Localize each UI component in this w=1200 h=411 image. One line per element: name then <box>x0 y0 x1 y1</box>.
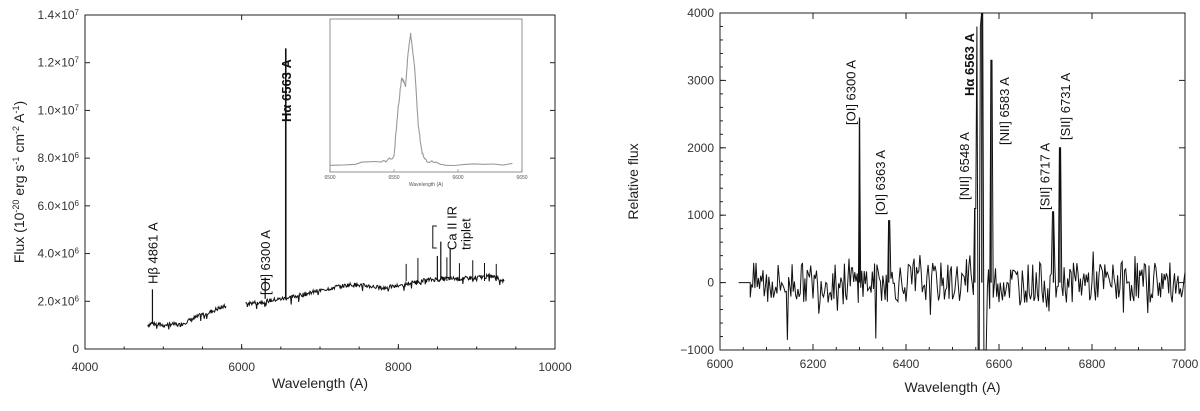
left-y-axis-label-part: erg s <box>11 165 27 200</box>
annotation-nii-6583: [NII] 6583 A <box>997 77 1012 145</box>
right-ytick-label: 2000 <box>687 141 714 155</box>
left-y-axis-label-part: -1 <box>11 157 21 165</box>
left-y-axis-label-part: Flux (10 <box>11 212 27 263</box>
left-ytick-label-main: 1.0×10 <box>38 103 75 117</box>
right-xtick-label: 6400 <box>893 357 920 371</box>
left-ytick-label: 0 <box>72 342 79 356</box>
caii-bracket <box>432 225 437 249</box>
right-y-axis-label: Relative flux <box>625 143 641 219</box>
left-spectrum-segment-0 <box>147 303 227 330</box>
right-xtick-label: 6800 <box>1079 357 1106 371</box>
left-ytick-label-main: 4.0×10 <box>38 247 75 261</box>
right-xtick-label: 6200 <box>800 357 827 371</box>
inset-frame <box>329 18 523 173</box>
left-y-axis-label: Flux (10-20 erg s-1 cm-2 A-1) <box>11 101 27 263</box>
right-spectrum-line <box>738 12 1186 351</box>
left-ytick-label-main: 2.0×10 <box>38 294 75 308</box>
right-xtick-label: 7000 <box>1172 357 1199 371</box>
annotation-sii-6731: [SII] 6731 A <box>1058 72 1073 140</box>
left-ytick-label-exp: 7 <box>75 103 80 112</box>
right-xtick-label: 6000 <box>707 357 734 371</box>
left-ytick-label: 1.0×107 <box>38 103 80 118</box>
annotation-hbeta: Hβ 4861 A <box>145 222 160 284</box>
left-spectrum-panel: 4000 6000 8000 10000 0 2.0×106 4.0×106 6.0×106 8… <box>11 8 572 392</box>
left-y-axis-label-part: -2 <box>11 126 21 134</box>
inset-xtick-label: 6650 <box>516 175 527 181</box>
left-ytick-label-main: 6.0×10 <box>38 199 75 213</box>
left-y-axis-label-part: -1 <box>11 105 21 113</box>
inset-x-axis-label: Wavelength (A) <box>409 182 444 188</box>
annotation-halpha: Hα 6563 A <box>279 58 294 122</box>
left-y-axis-label-part: ) <box>11 101 27 106</box>
halpha-inset-chart: 6500 6550 6600 6650 Wavelength (A) <box>324 18 528 188</box>
left-ytick-label: 4.0×106 <box>38 246 80 261</box>
inset-xtick-label: 6550 <box>388 175 399 181</box>
right-ytick-label: 1000 <box>687 208 714 222</box>
right-ytick-label: 3000 <box>687 73 714 87</box>
annotation-halpha-r: Hα 6563 A <box>962 32 977 96</box>
right-plot-area: 6000 6200 6400 6600 6800 7000 −1000 0 1000 2000 30… <box>625 6 1199 395</box>
left-ytick-label-exp: 6 <box>75 246 80 255</box>
right-ytick-label: −1000 <box>680 343 714 357</box>
right-spectrum-chart: 6000 6200 6400 6600 6800 7000 −1000 0 1000 2000 30… <box>625 6 1199 395</box>
left-ytick-label-main: 1.4×10 <box>38 8 75 22</box>
left-ytick-label-exp: 6 <box>75 198 80 207</box>
right-ytick-label: 4000 <box>687 6 714 20</box>
inset-halpha-profile <box>329 32 513 167</box>
annotation-oi-6300: [OI] 6300 A <box>258 230 273 295</box>
right-ytick-label: 0 <box>707 276 714 290</box>
right-x-axis-label: Wavelength (A) <box>905 379 1001 395</box>
left-ytick-label-exp: 6 <box>75 151 80 160</box>
left-y-axis-label-part: -20 <box>11 200 21 213</box>
left-xtick-label: 10000 <box>538 360 572 374</box>
left-ytick-label-exp: 7 <box>75 8 80 17</box>
left-ytick-label-main: 1.2×10 <box>38 56 75 70</box>
right-spectrum-panel: 6000 6200 6400 6600 6800 7000 −1000 0 1000 2000 30… <box>610 0 1200 411</box>
left-ytick-label: 2.0×106 <box>38 294 80 309</box>
left-ytick-label: 6.0×106 <box>38 198 80 213</box>
left-ytick-label-main: 8.0×10 <box>38 151 75 165</box>
left-xtick-label: 6000 <box>228 360 255 374</box>
annotation-oi-6363: [OI] 6363 A <box>873 150 888 215</box>
left-ytick-label-exp: 7 <box>75 55 80 64</box>
left-x-axis-label: Wavelength (A) <box>272 375 368 391</box>
left-ytick-label-main: 0 <box>72 342 79 356</box>
right-plot-frame <box>719 12 1186 351</box>
inset-xtick-label: 6600 <box>452 175 463 181</box>
annotation-caii: Ca II IR <box>445 206 460 250</box>
left-ytick-label: 1.4×107 <box>38 8 80 23</box>
left-spectrum-segment-1 <box>245 272 505 310</box>
left-plot-area: 4000 6000 8000 1000002.0×1064.0×1066.0×1068… <box>11 8 572 392</box>
left-ytick-label: 1.2×107 <box>38 55 80 70</box>
left-y-axis-label-part: cm <box>11 134 27 157</box>
left-ytick-label: 8.0×106 <box>38 151 80 166</box>
annotation-sii-6717: [SII] 6717 A <box>1037 142 1052 210</box>
annotation-oi-6300-r: [OI] 6300 A <box>844 60 859 125</box>
inset-xtick-label: 6500 <box>324 175 335 181</box>
left-y-axis-label-part: A <box>11 113 27 126</box>
right-xtick-label: 6600 <box>986 357 1013 371</box>
annotation-nii-6548: [NII] 6548 A <box>957 132 972 200</box>
left-xtick-label: 4000 <box>72 360 99 374</box>
left-ytick-label-exp: 6 <box>75 294 80 303</box>
annotation-caii-triplet: triplet <box>459 218 474 250</box>
left-spectrum-chart: 4000 6000 8000 1000002.0×1064.0×1066.0×1068… <box>11 8 572 392</box>
left-xtick-label: 8000 <box>385 360 412 374</box>
